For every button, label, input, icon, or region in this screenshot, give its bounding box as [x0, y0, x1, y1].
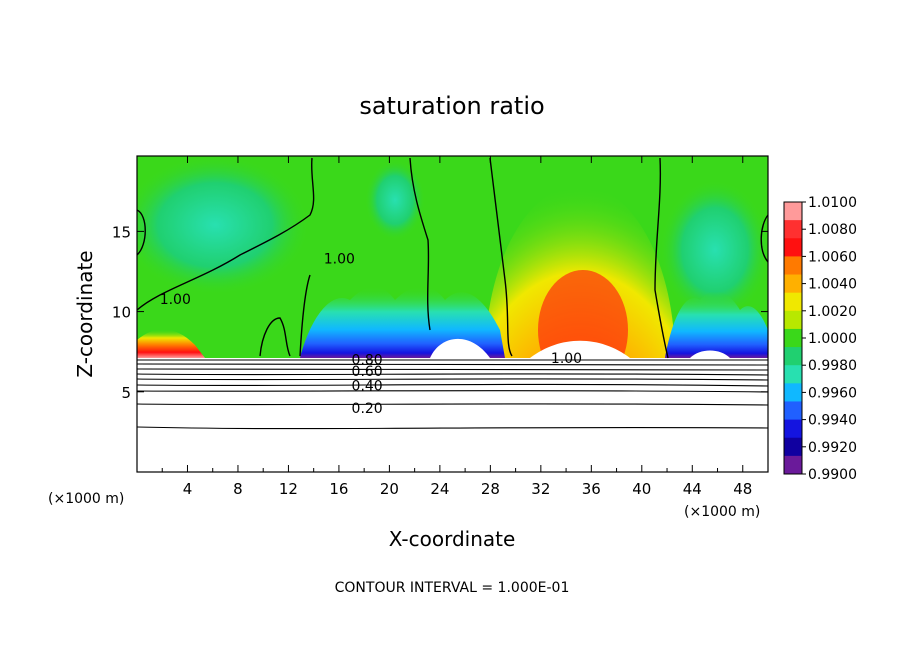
- colorbar-swatch: [784, 347, 802, 366]
- contour-label: 0.60: [352, 364, 383, 380]
- y-tick-label: 10: [112, 304, 131, 322]
- colorbar-swatch: [784, 401, 802, 421]
- colorbar-label: 1.0100: [808, 195, 857, 211]
- y-axis: 5 10 15: [112, 223, 768, 402]
- contour-label: 1.00: [551, 351, 582, 367]
- x-tick-label: 36: [582, 480, 601, 498]
- colorbar-swatch: [784, 238, 802, 257]
- colorbar: 1.0100 1.0080 1.0060 1.0040 1.0020 1.0000 0.99…: [783, 195, 857, 483]
- x-tick-label: 8: [233, 480, 243, 498]
- plot-area: [137, 156, 768, 472]
- colorbar-swatch: [784, 202, 802, 221]
- colorbar-swatch: [784, 437, 802, 457]
- colorbar-label: 0.9980: [808, 358, 857, 374]
- contour-label: 0.20: [352, 401, 383, 417]
- colorbar-swatch: [784, 455, 802, 475]
- moist-edge-left: [137, 329, 205, 358]
- colorbar-swatch: [784, 220, 802, 239]
- colorbar-swatch: [784, 328, 802, 348]
- x-tick-label: 44: [683, 480, 702, 498]
- contour-labels: 1.00 1.00 1.00 0.800.600.40 0.20: [160, 252, 582, 417]
- colorbar-label: 1.0000: [808, 331, 857, 347]
- y-tick-label: 15: [112, 223, 131, 241]
- y-tick-label: 5: [121, 384, 131, 402]
- colorbar-swatch: [784, 256, 802, 276]
- cloud-gap-1: [430, 338, 490, 358]
- cloud-gap-2: [530, 340, 630, 358]
- contour-label: 1.00: [160, 292, 191, 308]
- x-unit-right: (×1000 m): [684, 504, 760, 520]
- y-axis-label: Z-coordinate: [73, 250, 97, 377]
- x-tick-label: 12: [279, 480, 298, 498]
- contour-label: 0.40: [352, 378, 383, 394]
- x-tick-label: 20: [380, 480, 399, 498]
- contour-lines-lower: [137, 359, 768, 430]
- subsaturated-region-mid: [365, 160, 425, 240]
- colorbar-label: 1.0060: [808, 249, 857, 265]
- contour-lines-1-00: [137, 157, 768, 359]
- contour-interval-note: CONTOUR INTERVAL = 1.000E-01: [335, 580, 570, 596]
- contour-label: 1.00: [324, 252, 355, 268]
- colorbar-label: 0.9940: [808, 413, 857, 429]
- colorbar-swatch: [784, 419, 802, 439]
- x-tick-label: 28: [481, 480, 500, 498]
- cloud-gap-3: [690, 350, 730, 358]
- x-tick-label: 24: [430, 480, 449, 498]
- subsaturated-region-right: [660, 180, 768, 320]
- subsaturated-region-left: [137, 156, 310, 295]
- x-axis-label: X-coordinate: [389, 527, 516, 551]
- x-tick-label: 48: [733, 480, 752, 498]
- colorbar-label: 0.9900: [808, 467, 857, 483]
- dry-band-right: [665, 291, 768, 358]
- colorbar-swatch: [784, 310, 802, 330]
- x-unit-left: (×1000 m): [48, 491, 124, 507]
- contour-label: 0.80: [352, 353, 383, 369]
- x-tick-label: 40: [632, 480, 651, 498]
- colorbar-swatch: [784, 274, 802, 294]
- colorbar-label: 1.0020: [808, 304, 857, 320]
- x-tick-label: 4: [183, 480, 193, 498]
- chart-title: saturation ratio: [359, 92, 544, 120]
- plot-frame: [136, 155, 769, 473]
- x-tick-label: 16: [329, 480, 348, 498]
- lower-region: [137, 358, 768, 472]
- colorbar-label: 1.0040: [808, 277, 857, 293]
- colorbar-swatch: [784, 383, 802, 402]
- colorbar-label: 1.0080: [808, 222, 857, 238]
- colorbar-label: 0.9960: [808, 385, 857, 401]
- x-tick-label: 32: [531, 480, 550, 498]
- colorbar-swatch: [784, 292, 802, 312]
- colorbar-swatch: [784, 365, 802, 384]
- x-axis: 4 8 12 16 20 24 28 32 36 40 44 48: [161, 156, 752, 498]
- colorbar-label: 0.9920: [808, 440, 857, 456]
